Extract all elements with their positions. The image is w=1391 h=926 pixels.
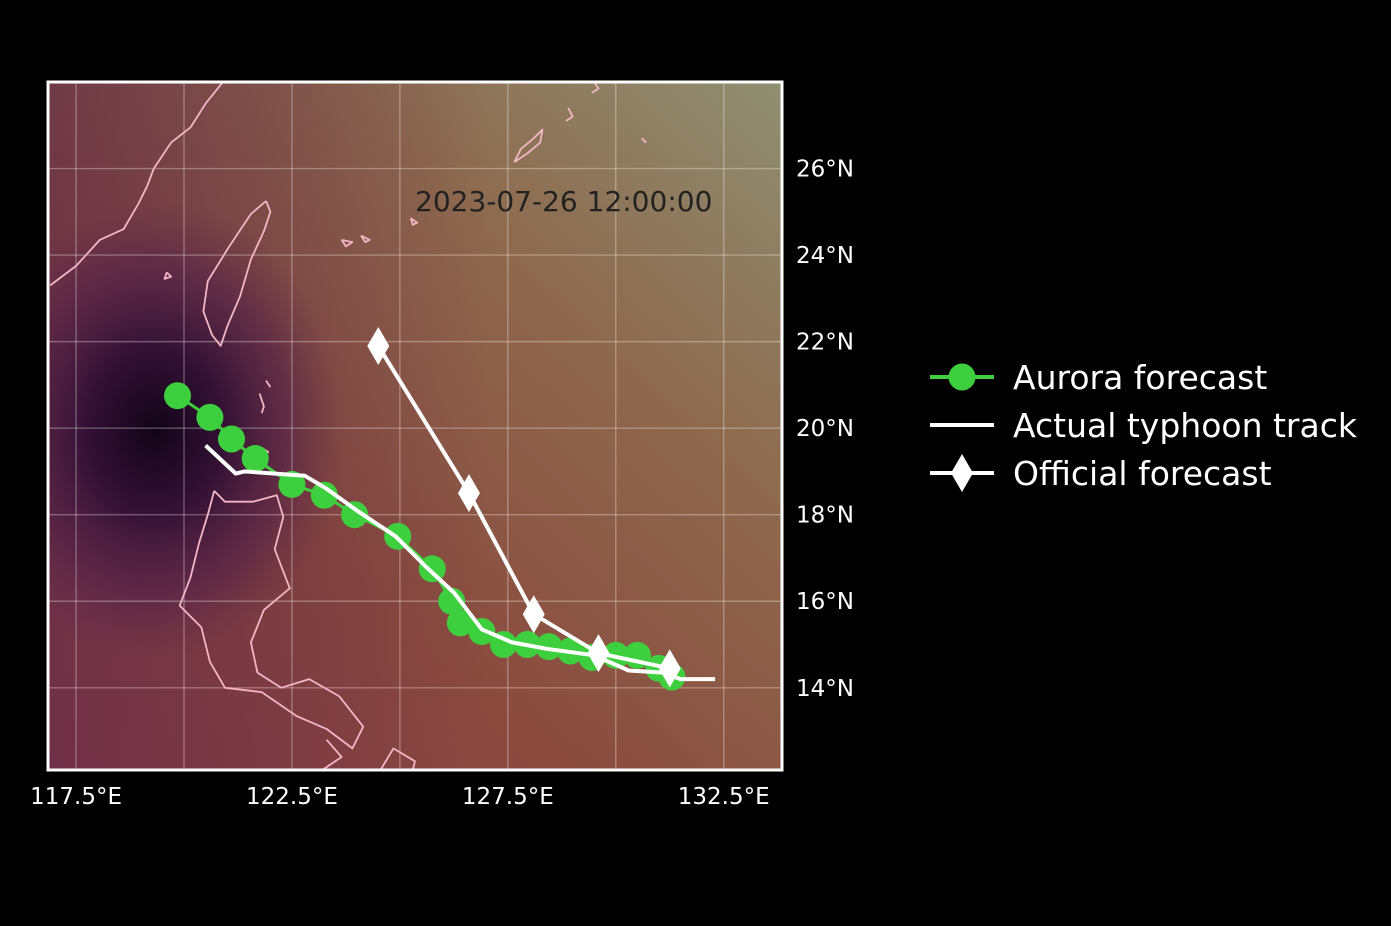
y-tick-label: 26°N [796, 157, 854, 183]
coastlines [49, 82, 647, 770]
legend-item-actual: Actual typhoon track [930, 406, 1358, 445]
map-timestamp: 2023-07-26 12:00:00 [415, 185, 712, 218]
coastline-segment [565, 107, 574, 122]
map-frame [46, 80, 784, 772]
actual-typhoon-track-line [204, 444, 716, 682]
official-forecast-point [367, 326, 390, 365]
aurora-forecast-point [438, 587, 466, 615]
aurora-forecast-point [196, 403, 224, 431]
coastline-segment [513, 128, 544, 163]
aurora-forecast-point [164, 382, 192, 410]
coastline-segment [591, 82, 600, 94]
coastline-segment [178, 490, 365, 750]
x-axis-ticks: 117.5°E 122.5°E 127.5°E 132.5°E [30, 784, 770, 810]
coastline-segment [49, 168, 155, 287]
coastline-segment [153, 82, 224, 169]
coastline-segment [163, 271, 173, 280]
aurora-forecast-point [241, 444, 269, 472]
legend-swatch-marker [951, 454, 973, 492]
x-tick-label: 117.5°E [30, 784, 122, 810]
coastline-segment [258, 393, 265, 414]
coastline-segment [340, 239, 354, 248]
official-forecast-point [587, 634, 610, 673]
official-forecast-point [522, 595, 545, 634]
legend-label: Actual typhoon track [1013, 406, 1358, 445]
coastline-segment [321, 739, 343, 770]
legend-item-aurora: Aurora forecast [930, 358, 1267, 397]
aurora-forecast-point [341, 501, 369, 529]
y-tick-label: 20°N [796, 416, 854, 442]
x-tick-label: 122.5°E [246, 784, 338, 810]
aurora-forecast-point [310, 481, 338, 509]
coastline-segment [641, 137, 647, 144]
legend-label: Aurora forecast [1013, 358, 1267, 397]
y-axis-ticks: 14°N 16°N 18°N 20°N 22°N 24°N 26°N [796, 157, 854, 702]
aurora-forecast-point [446, 609, 474, 637]
y-tick-label: 18°N [796, 503, 854, 529]
x-tick-label: 132.5°E [678, 784, 770, 810]
legend: Aurora forecast Actual typhoon track Offic… [930, 358, 1358, 493]
official-forecast-point [457, 474, 480, 513]
legend-swatch-marker [948, 363, 976, 391]
y-tick-label: 14°N [796, 676, 854, 702]
x-tick-label: 127.5°E [462, 784, 554, 810]
y-tick-label: 22°N [796, 330, 854, 356]
coastline-segment [265, 380, 272, 388]
coastline-segment [360, 234, 371, 244]
coastline-segment [202, 200, 272, 347]
coastline-segment [409, 217, 419, 226]
aurora-forecast-point [418, 555, 446, 583]
map-plot-area: 2023-07-26 12:00:00 [48, 82, 782, 770]
official-forecast-point [658, 649, 681, 688]
aurora-forecast-point [218, 425, 245, 453]
legend-item-official: Official forecast [930, 454, 1272, 493]
y-tick-label: 16°N [796, 589, 854, 615]
y-tick-label: 24°N [796, 243, 854, 269]
aurora-forecast-point [535, 633, 563, 661]
coastline-segment [379, 747, 416, 770]
legend-label: Official forecast [1013, 454, 1272, 493]
tracks [164, 326, 716, 691]
pressure-low-center [48, 200, 345, 660]
aurora-forecast-point [278, 470, 306, 498]
